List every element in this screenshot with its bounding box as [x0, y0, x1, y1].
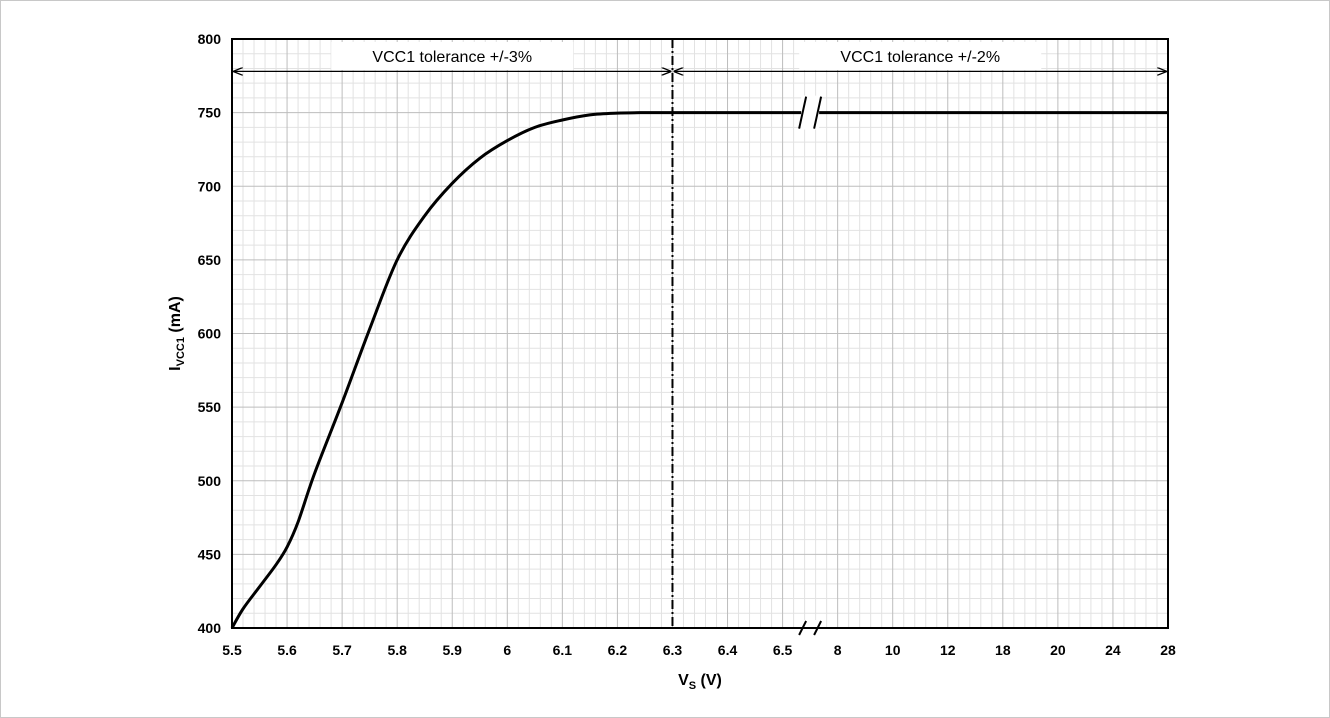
y-axis-title-main: I [167, 366, 184, 370]
y-tick-labels: 400 450 500 550 600 650 700 750 800 [198, 31, 222, 636]
y-axis-title-unit: (mA) [167, 296, 184, 337]
curve-break-slash [813, 96, 823, 129]
x-tick-labels: 5.5 5.6 5.7 5.8 5.9 6 6.1 6.2 6.3 6.4 6.5 8 10 12 18 20… [222, 642, 1176, 658]
y-axis-title-subscript: VCC1 [175, 337, 187, 366]
y-tick-label: 700 [198, 178, 222, 194]
curve-break-gap [801, 95, 820, 130]
y-tick-label: 450 [198, 546, 222, 562]
plot-area [231, 38, 1169, 629]
curve-break-slash [798, 96, 808, 129]
x-axis-title-main: V [678, 672, 689, 689]
tolerance-label: VCC1 tolerance +/-2% [840, 49, 1000, 66]
x-tick-label: 6 [503, 642, 511, 658]
x-tick-label: 18 [995, 642, 1011, 658]
x-tick-label: 6.2 [608, 642, 628, 658]
x-tick-label: 10 [885, 642, 901, 658]
y-tick-label: 650 [198, 252, 222, 268]
y-tick-label: 550 [198, 399, 222, 415]
tolerance-label-box [799, 42, 1042, 70]
tolerance-label-box [331, 42, 574, 70]
x-tick-label: 20 [1050, 642, 1066, 658]
x-axis-title: VS (V) [678, 672, 722, 692]
x-tick-label: 6.4 [718, 642, 738, 658]
x-tick-label: 6.3 [663, 642, 683, 658]
y-tick-label: 400 [198, 620, 222, 636]
major-grid [232, 38, 1168, 629]
x-tick-label: 5.6 [277, 642, 297, 658]
x-tick-label: 28 [1160, 642, 1176, 658]
tolerance-regions: VCC1 tolerance +/-3% VCC1 tolerance +/-2% [234, 42, 1166, 71]
series-line [230, 111, 1168, 629]
x-tick-label: 5.9 [443, 642, 463, 658]
x-tick-label: 5.5 [222, 642, 242, 658]
series-group [230, 111, 1168, 629]
y-tick-label: 600 [198, 326, 222, 342]
x-tick-label: 12 [940, 642, 956, 658]
y-tick-label: 800 [198, 31, 222, 47]
y-axis-title: IVCC1 (mA) [167, 296, 187, 371]
x-tick-label: 8 [834, 642, 842, 658]
x-tick-label: 6.5 [773, 642, 793, 658]
y-tick-label: 750 [198, 105, 222, 121]
x-axis-title-subscript: S [689, 680, 696, 692]
axis-breaks [798, 95, 823, 636]
x-axis-title-unit: (V) [696, 672, 722, 689]
x-tick-label: 24 [1105, 642, 1121, 658]
x-tick-label: 5.8 [387, 642, 407, 658]
tolerance-label: VCC1 tolerance +/-3% [372, 49, 532, 66]
x-tick-label: 6.1 [553, 642, 573, 658]
y-tick-label: 500 [198, 473, 222, 489]
x-tick-label: 5.7 [332, 642, 352, 658]
